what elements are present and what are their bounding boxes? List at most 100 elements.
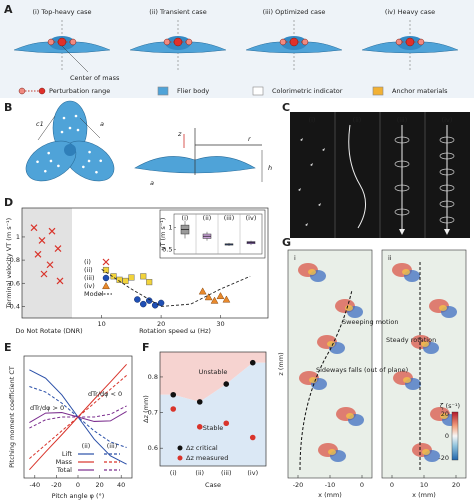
flier-dot	[76, 128, 80, 132]
perturbation-point	[57, 37, 67, 47]
inset-category: (iii)	[224, 214, 235, 222]
stable-region	[160, 362, 266, 466]
colorbar	[451, 411, 459, 461]
marker	[34, 250, 42, 258]
legend-symbol	[372, 86, 384, 96]
legend-label: (iv)	[84, 282, 95, 290]
diagram-label: h	[268, 164, 272, 172]
inset-category: (iv)	[246, 214, 257, 222]
marker	[151, 302, 159, 309]
legend-label: (iii)	[84, 274, 95, 282]
x-tick-label: 0	[360, 481, 364, 489]
speck	[305, 223, 308, 226]
x-tick-label: -20	[293, 481, 304, 489]
point	[196, 399, 203, 405]
dim-line	[79, 117, 101, 139]
annotation: Sideways falls (out of plane)	[316, 366, 408, 374]
marker	[54, 245, 62, 252]
vortex-core	[346, 413, 354, 419]
x-axis-label: Pitch angle φ (°)	[52, 492, 105, 500]
rotation-loop	[394, 208, 410, 216]
subpanel-label: i	[294, 254, 296, 262]
marker	[222, 295, 231, 303]
legend-label: Flier body	[177, 87, 209, 95]
legend-label: (ii)	[84, 266, 93, 274]
trajectory	[348, 124, 366, 229]
diagram-label: c1	[36, 120, 44, 128]
legend-label: Anchor materials	[392, 87, 448, 95]
dnr-label: Do Not Rotate (DNR)	[15, 327, 82, 335]
arrow-head	[399, 229, 405, 235]
panel-label: F	[142, 341, 150, 354]
legend-label: Δz critical	[186, 444, 218, 452]
perturbation-point	[163, 38, 171, 46]
legend-symbol	[102, 258, 110, 266]
marker	[145, 297, 153, 304]
flier-dot	[36, 160, 39, 164]
case-title: (iii) Optimized case	[263, 8, 326, 16]
x-tick-label: 20	[157, 320, 165, 328]
subpanel-label: ii	[388, 254, 392, 262]
perturbation-point	[173, 37, 183, 47]
case-title: (ii) Transient case	[149, 8, 206, 16]
x-axis-label: x (mm)	[412, 491, 436, 499]
point	[170, 406, 177, 412]
colorbar-tick-label: -20	[438, 454, 449, 462]
x-axis-label: Rotation speed ω (Hz)	[139, 327, 211, 335]
panel-label: A	[4, 3, 13, 16]
speck	[298, 188, 301, 191]
legend-symbol	[157, 86, 169, 96]
legend-label: (i)	[84, 258, 91, 266]
x-tick-label: 10	[98, 320, 106, 328]
marker	[56, 277, 64, 285]
flier-dot	[68, 126, 72, 130]
legend-symbol	[102, 274, 110, 282]
vortex-core	[403, 377, 411, 383]
marker	[140, 300, 147, 308]
vortex-core	[327, 341, 335, 347]
marker	[157, 299, 165, 307]
legend-symbol	[38, 87, 46, 95]
flier-dot	[74, 114, 78, 118]
panel-label: C	[282, 101, 290, 114]
vortex-core	[328, 449, 336, 455]
legend-label: Δz measured	[186, 454, 228, 462]
plot-frame	[159, 351, 267, 467]
photo-label: (iv)	[442, 116, 453, 124]
panel-label: D	[4, 196, 13, 209]
rotation-loop	[439, 184, 455, 192]
marker	[134, 296, 141, 303]
photo-label: (i)	[309, 116, 316, 124]
y-tick-label: 1	[16, 233, 20, 241]
x-tick-label: -20	[51, 481, 62, 489]
legend-label: Colorimetric indicator	[272, 87, 343, 95]
rotation-loop	[394, 160, 410, 168]
x-tick-label: (iii)	[221, 469, 232, 477]
x-tick-label: 10	[420, 481, 428, 489]
flier-dot	[95, 170, 98, 174]
dnr-region	[22, 208, 72, 318]
diagram-label: a	[100, 120, 104, 128]
perturbation-point	[395, 38, 403, 46]
x-tick-label: -10	[325, 481, 336, 489]
marker	[216, 291, 225, 300]
colorbar-label: ζ (s⁻¹)	[440, 402, 460, 410]
speck	[322, 148, 325, 151]
rotation-loop	[394, 136, 410, 144]
y-tick-label: 0.8	[10, 256, 20, 264]
x-axis-label: x (mm)	[318, 491, 342, 499]
series-line	[29, 386, 127, 448]
legend-header: (iii)	[107, 442, 118, 450]
flow-field	[287, 249, 373, 479]
rotation-loop	[439, 136, 455, 144]
inset-y-label: vT (m s⁻¹)	[159, 218, 167, 251]
legend-label: Mass	[56, 458, 73, 466]
region-label: Stable	[203, 424, 224, 432]
series-line	[29, 375, 127, 459]
marker	[128, 274, 135, 281]
x-tick-label: 30	[216, 320, 224, 328]
perturbation-point	[405, 37, 415, 47]
flier-dot	[99, 159, 103, 163]
